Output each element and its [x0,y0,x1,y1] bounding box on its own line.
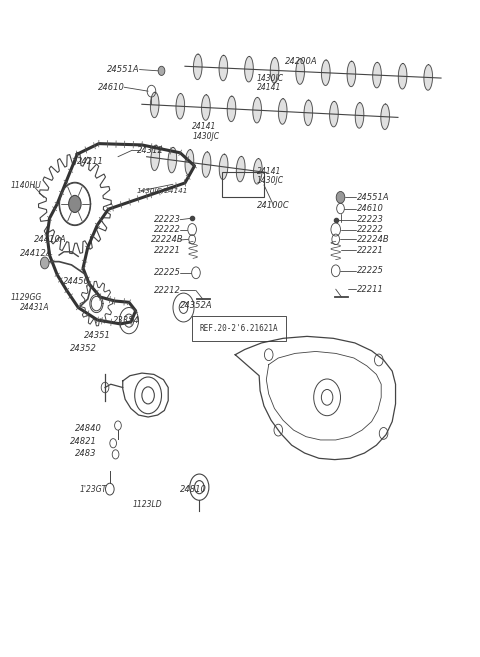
Text: 1430JC/24141: 1430JC/24141 [137,188,189,194]
Text: 24211: 24211 [77,157,104,166]
Text: 24141: 24141 [257,167,281,175]
Text: 22224B: 22224B [357,235,390,244]
Polygon shape [219,55,228,81]
Text: 24821: 24821 [70,437,97,445]
Polygon shape [398,64,407,89]
Text: 22212: 22212 [154,286,181,295]
Text: REF.20-2'6.21621A: REF.20-2'6.21621A [199,324,278,333]
Polygon shape [150,92,159,118]
Polygon shape [372,62,381,88]
Polygon shape [227,96,236,122]
Text: 1430JC: 1430JC [192,132,219,141]
Polygon shape [151,145,159,171]
Text: 22211: 22211 [357,284,384,294]
Polygon shape [270,58,279,83]
Polygon shape [381,104,389,129]
Text: 24431A: 24431A [20,303,49,312]
Polygon shape [424,64,432,90]
Polygon shape [236,156,245,182]
Text: 22225: 22225 [357,266,384,275]
Text: 24450: 24450 [63,277,90,286]
Text: 24551A: 24551A [357,193,390,202]
Polygon shape [202,95,210,120]
Text: 22221: 22221 [154,246,181,255]
Polygon shape [330,101,338,127]
Text: 22221: 22221 [357,246,384,255]
Polygon shape [245,57,253,82]
Circle shape [158,66,165,76]
Text: 1'23GT: 1'23GT [80,485,107,493]
Text: 24141: 24141 [192,122,216,131]
Polygon shape [347,61,356,87]
Text: 23354: 23354 [113,316,140,325]
Polygon shape [296,58,304,84]
Polygon shape [219,154,228,179]
Polygon shape [202,152,211,177]
Text: 24810: 24810 [180,485,207,493]
Text: 22223: 22223 [357,215,384,224]
Polygon shape [322,60,330,85]
Text: 22222: 22222 [154,225,181,234]
Text: 24141: 24141 [257,83,281,93]
Circle shape [40,257,49,269]
Text: 24312: 24312 [137,146,164,154]
Text: 24610: 24610 [357,204,384,213]
Polygon shape [168,147,177,173]
Polygon shape [253,97,262,123]
Circle shape [69,195,81,212]
Text: 24200A: 24200A [286,57,318,66]
Polygon shape [176,93,185,119]
Text: 24551A: 24551A [107,65,140,74]
Text: 24351: 24351 [84,330,111,340]
Polygon shape [193,54,202,79]
Text: 1140HU: 1140HU [10,181,41,190]
Text: 22225: 22225 [154,268,181,277]
Polygon shape [278,99,287,124]
Text: 22224B: 22224B [152,235,184,244]
Text: 24610: 24610 [98,83,125,92]
Polygon shape [304,100,312,125]
Polygon shape [253,158,262,184]
Circle shape [336,191,345,203]
Text: 1129GG: 1129GG [10,292,41,302]
Text: 22223: 22223 [154,215,181,224]
Text: 2483: 2483 [75,449,96,457]
Text: 22222: 22222 [357,225,384,234]
Text: 24100C: 24100C [257,201,289,210]
Text: 1430JC: 1430JC [257,74,284,83]
Text: 1430JC: 1430JC [257,177,284,185]
Text: 24352A: 24352A [180,301,213,310]
Text: 24410A: 24410A [34,235,67,244]
Bar [222,173,264,197]
Polygon shape [185,150,194,175]
Text: 24352: 24352 [70,344,97,353]
Text: 24412A: 24412A [20,249,52,258]
Text: 1123LD: 1123LD [132,500,162,509]
Text: 24840: 24840 [75,424,102,433]
Polygon shape [355,102,364,128]
